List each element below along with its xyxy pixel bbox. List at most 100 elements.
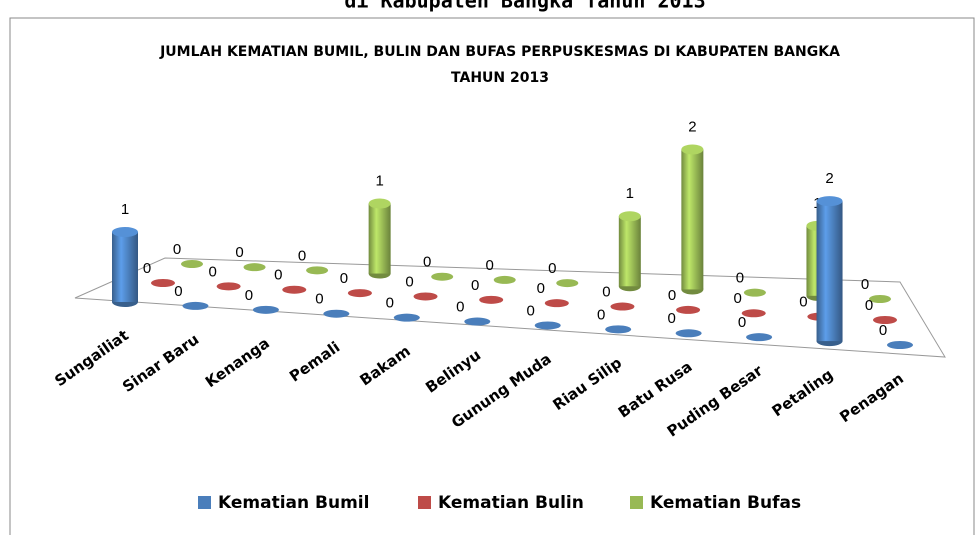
cylinder (741, 309, 766, 318)
cylinder (243, 263, 266, 272)
chart-title: JUMLAH KEMATIAN BUMIL, BULIN DAN BUFAS P… (159, 44, 840, 60)
data-label: 0 (298, 247, 306, 264)
data-label: 0 (471, 277, 479, 294)
cylinder (347, 289, 372, 298)
data-label: 0 (879, 322, 887, 339)
cylinder (675, 329, 702, 338)
cylinder (323, 309, 350, 318)
cylinder-body (681, 149, 704, 290)
cylinder-base (413, 292, 438, 301)
cylinder (610, 302, 635, 311)
data-label: 0 (405, 273, 413, 290)
data-label: 0 (548, 260, 556, 277)
cylinder-body (112, 232, 138, 302)
data-label: 0 (736, 270, 744, 287)
cylinder (413, 292, 438, 301)
cylinder (431, 272, 454, 281)
cylinder (282, 285, 307, 294)
cylinder-base (743, 288, 766, 297)
data-label: 1 (375, 173, 383, 190)
legend-label: Kematian Bufas (650, 493, 801, 513)
data-label: 0 (235, 244, 243, 261)
data-label: 2 (688, 118, 696, 135)
page-heading: di Kabupaten Bangka Tahun 2013 (344, 0, 705, 13)
cylinder-base (605, 325, 632, 334)
data-label: 0 (174, 283, 182, 300)
cylinder (746, 333, 773, 342)
data-label: 0 (315, 291, 323, 308)
data-label: 0 (667, 310, 675, 327)
cylinder-base (556, 279, 579, 288)
legend-swatch (198, 496, 211, 509)
cylinder-body (618, 216, 641, 287)
cylinder-top (112, 227, 138, 237)
cylinder (112, 227, 138, 307)
cylinder-top (368, 198, 391, 209)
cylinder-top (618, 211, 641, 222)
cylinder (605, 325, 632, 334)
cylinder (743, 288, 766, 297)
data-label: 0 (799, 294, 807, 311)
cylinder-base (534, 321, 561, 330)
cylinder (869, 295, 891, 303)
cylinder (556, 279, 579, 288)
data-label: 0 (738, 314, 746, 331)
cylinder (544, 299, 569, 308)
cylinder (816, 196, 843, 347)
cylinder-base (181, 260, 203, 268)
cylinder (182, 301, 209, 310)
cylinder (681, 144, 704, 295)
cylinder-body (368, 203, 391, 274)
data-label: 1 (121, 201, 129, 218)
cylinder-base (741, 309, 766, 318)
data-label: 0 (865, 297, 873, 314)
legend-label: Kematian Bulin (438, 493, 584, 513)
cylinder (252, 305, 279, 314)
cylinder-base (610, 302, 635, 311)
cylinder (216, 282, 241, 291)
chart-title: TAHUN 2013 (451, 70, 549, 86)
cylinder-base (873, 316, 897, 324)
cylinder-base (869, 295, 891, 303)
cylinder-base (243, 263, 266, 272)
cylinder (151, 279, 175, 287)
data-label: 0 (527, 302, 535, 319)
data-label: 1 (626, 185, 634, 202)
cylinder-base (252, 305, 279, 314)
cylinder-top (681, 144, 704, 155)
cylinder-base (676, 305, 701, 314)
data-label: 0 (486, 257, 494, 274)
data-label: 0 (245, 287, 253, 304)
data-label: 0 (173, 241, 181, 258)
data-label: 2 (825, 170, 833, 187)
cylinder-base (431, 272, 454, 281)
cylinder-base (746, 333, 773, 342)
data-label: 0 (456, 299, 464, 316)
cylinder-base (544, 299, 569, 308)
cylinder (393, 313, 420, 322)
cylinder (676, 305, 701, 314)
cylinder-base (887, 341, 913, 349)
legend-swatch (630, 496, 643, 509)
data-label: 0 (143, 260, 151, 277)
data-label: 0 (386, 295, 394, 312)
cylinder-body (816, 201, 843, 342)
cylinder-base (306, 266, 329, 275)
cylinder-base (216, 282, 241, 291)
cylinder (534, 321, 561, 330)
data-label: 0 (208, 263, 216, 280)
cylinder (887, 341, 913, 349)
data-label: 0 (861, 276, 869, 293)
data-label: 0 (537, 280, 545, 297)
cylinder (368, 198, 391, 279)
cylinder (479, 295, 504, 304)
data-label: 0 (602, 284, 610, 301)
data-label: 0 (340, 270, 348, 287)
cylinder (464, 317, 491, 326)
cylinder (493, 275, 516, 284)
cylinder-base (464, 317, 491, 326)
cylinder-base (323, 309, 350, 318)
cylinder (181, 260, 203, 268)
data-label: 0 (668, 287, 676, 304)
